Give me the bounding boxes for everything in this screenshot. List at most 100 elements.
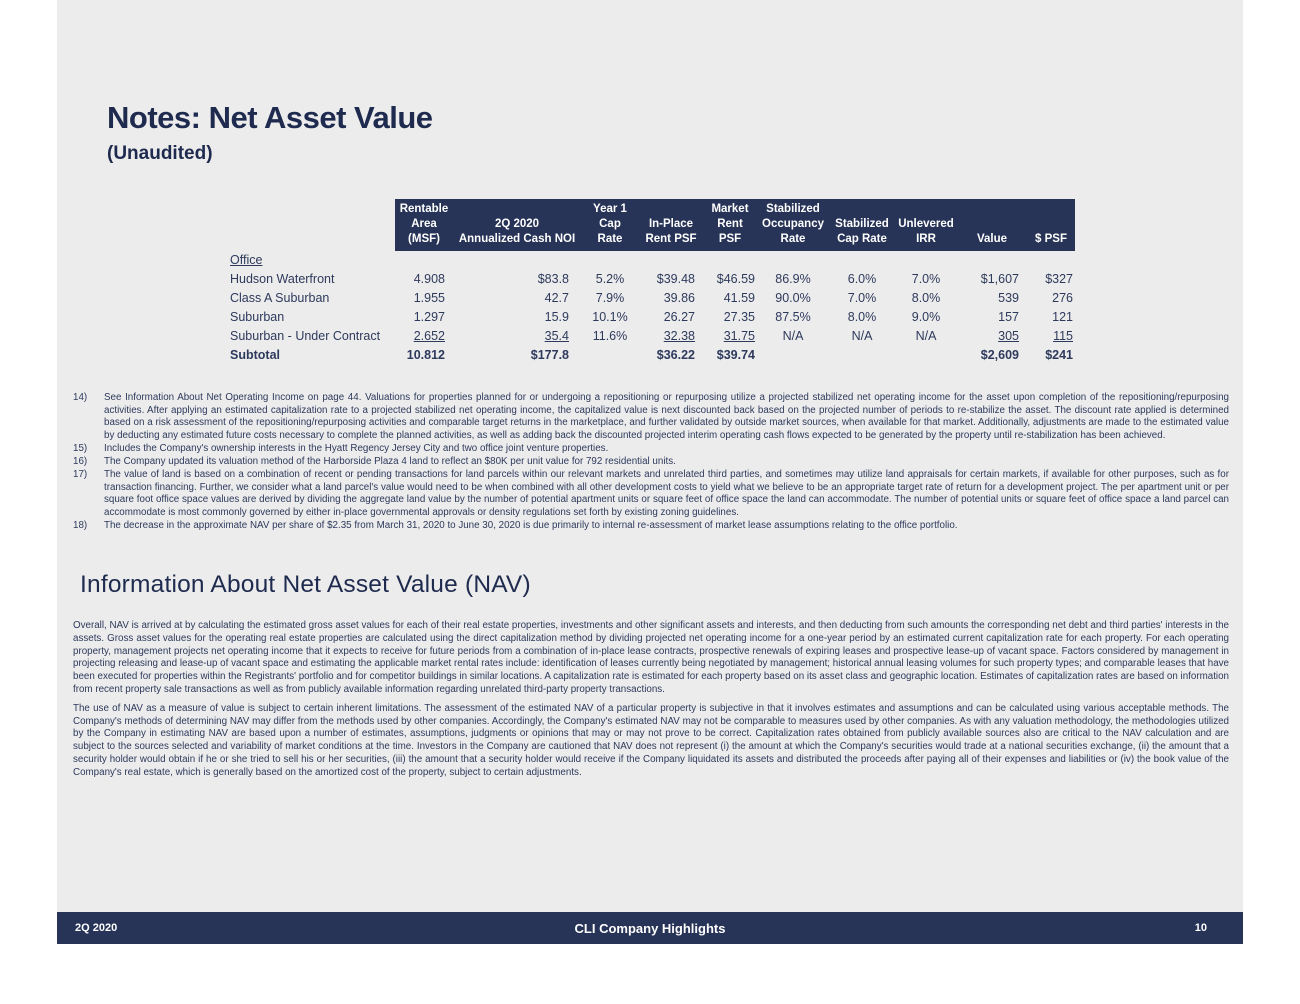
row-cell: 9.0% xyxy=(911,309,941,324)
row-label: Hudson Waterfront xyxy=(230,271,335,286)
row-cell: 31.75 xyxy=(723,328,755,343)
row-label: Class A Suburban xyxy=(230,290,330,305)
footnote-item: 16) The Company updated its valuation met… xyxy=(73,456,1229,469)
row-cell: 27.35 xyxy=(723,309,755,324)
row-cell xyxy=(757,346,829,365)
column-header: Value xyxy=(957,199,1027,251)
row-cell: 4.908 xyxy=(413,271,445,286)
row-cell: 1.297 xyxy=(413,309,445,324)
row-cell: 11.6% xyxy=(592,328,628,343)
row-cell: $177.8 xyxy=(530,347,569,362)
row-cell: 7.0% xyxy=(847,290,877,305)
column-header: Stabilized Occupancy Rate xyxy=(757,199,829,251)
row-cell: 2.652 xyxy=(413,328,445,343)
row-cell: $39.74 xyxy=(716,347,755,362)
footnote-text: The Company updated its valuation method… xyxy=(104,455,676,467)
footnote-text: The value of land is based on a combinat… xyxy=(104,469,1229,518)
column-header-blank xyxy=(228,199,395,251)
table-section-label: Office xyxy=(230,252,263,267)
row-cell: 39.86 xyxy=(663,290,695,305)
column-header: Stabilized Cap Rate xyxy=(829,199,895,251)
row-cell: 539 xyxy=(998,290,1019,305)
row-cell: 305 xyxy=(998,328,1019,343)
row-cell: $39.48 xyxy=(656,271,695,286)
nav-info-paragraph: Overall, NAV is arrived at by calculatin… xyxy=(73,620,1229,695)
row-cell: 10.812 xyxy=(406,347,445,362)
row-cell: 87.5% xyxy=(775,309,811,324)
row-cell: $83.8 xyxy=(537,271,569,286)
nav-info-paragraph: The use of NAV as a measure of value is … xyxy=(73,702,1229,778)
row-cell xyxy=(581,346,639,365)
row-cell: 42.7 xyxy=(544,290,569,305)
row-cell: 8.0% xyxy=(847,309,877,324)
row-cell: 6.0% xyxy=(847,271,877,286)
column-header: Market Rent PSF xyxy=(703,199,757,251)
row-cell: 5.2% xyxy=(595,271,625,286)
row-cell: 86.9% xyxy=(775,271,811,286)
footnote-text: See Information About Net Operating Inco… xyxy=(104,392,1229,441)
row-label: Suburban - Under Contract xyxy=(230,328,381,343)
footnote-item: 15) Includes the Company's ownership inte… xyxy=(73,443,1229,456)
footer-bar: 2Q 2020 CLI Company Highlights 10 xyxy=(57,912,1243,944)
row-cell: 157 xyxy=(998,309,1019,324)
table-row: Class A Suburban 1.955 42.7 7.9% 39.86 41.59 9… xyxy=(228,289,1075,308)
row-cell: $2,609 xyxy=(980,347,1019,362)
table-row: Subtotal 10.812 $177.8 $36.22 $39.74 $2,609 $2… xyxy=(228,346,1075,365)
row-cell: 41.59 xyxy=(723,290,755,305)
footnote-number: 16) xyxy=(73,455,88,467)
column-header: 2Q 2020 Annualized Cash NOI xyxy=(453,199,581,251)
row-cell: 10.1% xyxy=(592,309,628,324)
footnote-item: 14) See Information About Net Operating I… xyxy=(73,392,1229,442)
column-header: Rentable Area (MSF) xyxy=(395,199,453,251)
row-cell: N/A xyxy=(851,328,873,343)
nav-info-heading: Information About Net Asset Value (NAV) xyxy=(80,571,531,598)
row-label: Subtotal xyxy=(230,347,280,362)
row-cell: $327 xyxy=(1045,271,1073,286)
row-cell: N/A xyxy=(782,328,804,343)
row-cell: 7.0% xyxy=(911,271,941,286)
row-label: Suburban xyxy=(230,309,285,324)
row-cell: 121 xyxy=(1052,309,1073,324)
footnotes-list: 14) See Information About Net Operating I… xyxy=(73,392,1229,533)
page-title: Notes: Net Asset Value xyxy=(107,100,433,135)
footer-title: CLI Company Highlights xyxy=(574,920,726,936)
row-cell: $241 xyxy=(1045,347,1073,362)
footnote-number: 17) xyxy=(73,469,88,481)
row-cell: 7.9% xyxy=(595,290,625,305)
row-cell xyxy=(895,346,957,365)
footnote-number: 18) xyxy=(73,519,88,531)
column-header: $ PSF xyxy=(1027,199,1075,251)
footnote-number: 15) xyxy=(73,442,88,454)
nav-valuation-table-wrap: Rentable Area (MSF) 2Q 2020 Annualized Ca… xyxy=(228,199,1075,365)
row-cell: 32.38 xyxy=(663,328,695,343)
footer-page-number: 10 xyxy=(1194,922,1207,934)
row-cell: 276 xyxy=(1052,290,1073,305)
footer-period: 2Q 2020 xyxy=(75,922,118,934)
page-subtitle: (Unaudited) xyxy=(107,143,213,164)
footnote-item: 17) The value of land is based on a combi… xyxy=(73,469,1229,519)
row-cell: N/A xyxy=(915,328,937,343)
row-cell: 115 xyxy=(1053,328,1073,343)
table-header: Rentable Area (MSF) 2Q 2020 Annualized Ca… xyxy=(228,199,1075,251)
nav-valuation-table: Rentable Area (MSF) 2Q 2020 Annualized Ca… xyxy=(228,199,1075,365)
table-row: Hudson Waterfront 4.908 $83.8 5.2% $39.48 $46… xyxy=(228,270,1075,289)
footnote-number: 14) xyxy=(73,392,88,403)
column-header: Year 1 Cap Rate xyxy=(581,199,639,251)
row-cell: 15.9 xyxy=(544,309,569,324)
row-cell: 26.27 xyxy=(663,309,695,324)
row-cell: $46.59 xyxy=(716,271,755,286)
row-cell: 1.955 xyxy=(413,290,445,305)
table-body: Office Hudson Waterfront 4.908 $83.8 5.2% $39… xyxy=(228,251,1075,365)
row-cell: $1,607 xyxy=(980,271,1019,286)
footnote-text: Includes the Company's ownership interes… xyxy=(104,442,609,454)
row-cell: 35.4 xyxy=(544,328,569,343)
nav-info-paragraphs: Overall, NAV is arrived at by calculatin… xyxy=(73,620,1229,786)
column-header: Unlevered IRR xyxy=(895,199,957,251)
slide-background xyxy=(57,0,1243,912)
footnote-text: The decrease in the approximate NAV per … xyxy=(104,519,958,531)
table-row: Suburban 1.297 15.9 10.1% 26.27 27.35 87.5% 8.0… xyxy=(228,308,1075,327)
row-cell: 90.0% xyxy=(775,290,811,305)
footnote-item: 18) The decrease in the approximate NAV p… xyxy=(73,520,1229,533)
row-cell: 8.0% xyxy=(911,290,941,305)
